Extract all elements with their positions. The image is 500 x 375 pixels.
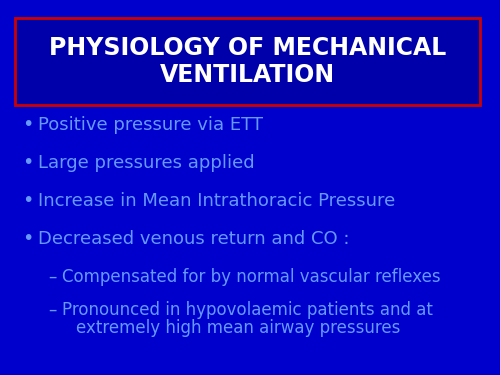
- FancyBboxPatch shape: [15, 18, 480, 105]
- Text: •: •: [22, 230, 34, 249]
- Text: extremely high mean airway pressures: extremely high mean airway pressures: [76, 319, 400, 337]
- Text: Compensated for by normal vascular reflexes: Compensated for by normal vascular refle…: [62, 268, 440, 286]
- Text: –: –: [48, 301, 56, 319]
- Text: •: •: [22, 153, 34, 173]
- Text: Positive pressure via ETT: Positive pressure via ETT: [38, 116, 263, 134]
- Text: •: •: [22, 192, 34, 210]
- Text: Increase in Mean Intrathoracic Pressure: Increase in Mean Intrathoracic Pressure: [38, 192, 395, 210]
- Text: Pronounced in hypovolaemic patients and at: Pronounced in hypovolaemic patients and …: [62, 301, 433, 319]
- Text: Decreased venous return and CO :: Decreased venous return and CO :: [38, 230, 350, 248]
- Text: PHYSIOLOGY OF MECHANICAL
VENTILATION: PHYSIOLOGY OF MECHANICAL VENTILATION: [49, 36, 446, 87]
- Text: Large pressures applied: Large pressures applied: [38, 154, 254, 172]
- Text: •: •: [22, 116, 34, 135]
- Text: –: –: [48, 268, 56, 286]
